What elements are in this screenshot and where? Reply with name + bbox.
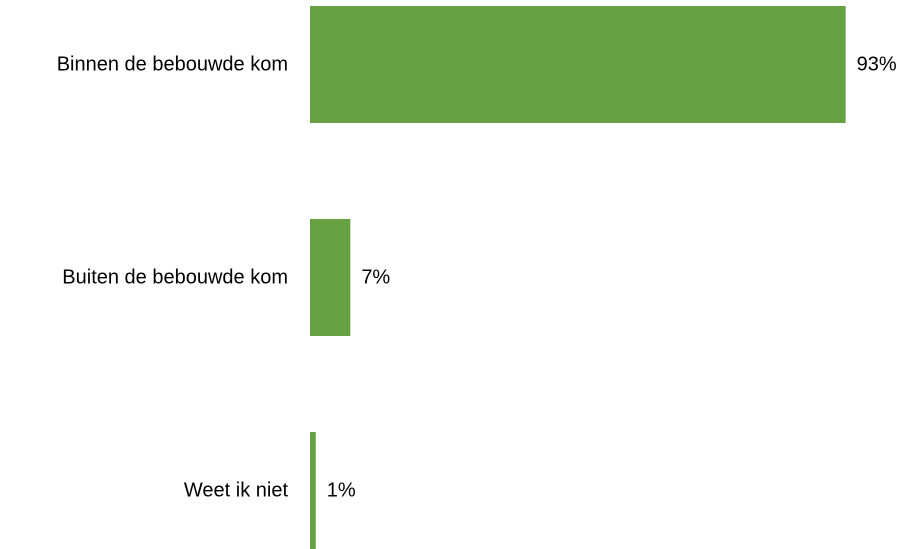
- bar-binnen-de-bebouwde-kom: [310, 6, 846, 123]
- value-label-binnen-de-bebouwde-kom: 93%: [857, 54, 897, 76]
- category-label-weet-ik-niet: Weet ik niet: [184, 480, 289, 502]
- category-label-buiten-de-bebouwde-kom: Buiten de bebouwde kom: [62, 267, 288, 289]
- bar-buiten-de-bebouwde-kom: [310, 219, 351, 336]
- bar-weet-ik-niet: [310, 432, 316, 549]
- value-label-buiten-de-bebouwde-kom: 7%: [361, 267, 390, 289]
- category-label-binnen-de-bebouwde-kom: Binnen de bebouwde kom: [57, 54, 288, 76]
- value-label-weet-ik-niet: 1%: [327, 480, 356, 502]
